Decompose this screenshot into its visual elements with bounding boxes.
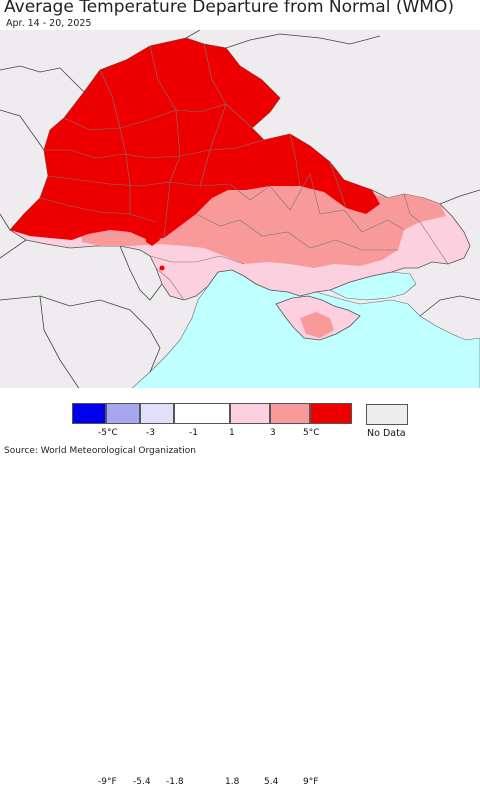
legend-c-tick-3: -1 — [189, 428, 198, 438]
crimea-warm-area — [300, 312, 334, 338]
very-warm-spot — [159, 265, 165, 271]
very-warm-patch — [146, 228, 160, 246]
date-range: Apr. 14 - 20, 2025 — [6, 18, 92, 29]
legend-f-tick-2: -5.4 — [133, 777, 151, 787]
legend-no-data-swatch — [366, 404, 408, 425]
legend-c-tick-4: 1 — [229, 428, 235, 438]
legend-c-tick-1: -5°C — [98, 428, 118, 438]
legend-bin-3 — [140, 403, 174, 424]
legend-f-tick-6: 9°F — [303, 777, 319, 787]
legend-bin-6 — [270, 403, 310, 424]
legend-c-tick-6: 5°C — [303, 428, 320, 438]
source-credit: Source: World Meteorological Organizatio… — [4, 446, 196, 456]
country-borders — [0, 30, 480, 390]
legend-c-tick-2: -3 — [146, 428, 155, 438]
map-title: Average Temperature Departure from Norma… — [4, 0, 454, 17]
oblast-boundaries — [39, 43, 449, 301]
legend-f-tick-5: 5.4 — [264, 777, 279, 787]
legend-f-tick-3: -1.8 — [166, 777, 184, 787]
very-warm-zone — [10, 38, 380, 240]
legend-no-data-label: No Data — [367, 428, 406, 439]
legend-c-tick-5: 3 — [270, 428, 276, 438]
legend-f-tick-4: 1.8 — [225, 777, 240, 787]
legend-bin-7 — [310, 403, 352, 424]
temperature-map — [0, 30, 480, 390]
legend-bin-5 — [230, 403, 270, 424]
legend-bin-1 — [72, 403, 106, 424]
legend-bin-4 — [174, 403, 230, 424]
legend-bin-2 — [106, 403, 140, 424]
legend-f-tick-1: -9°F — [98, 777, 117, 787]
